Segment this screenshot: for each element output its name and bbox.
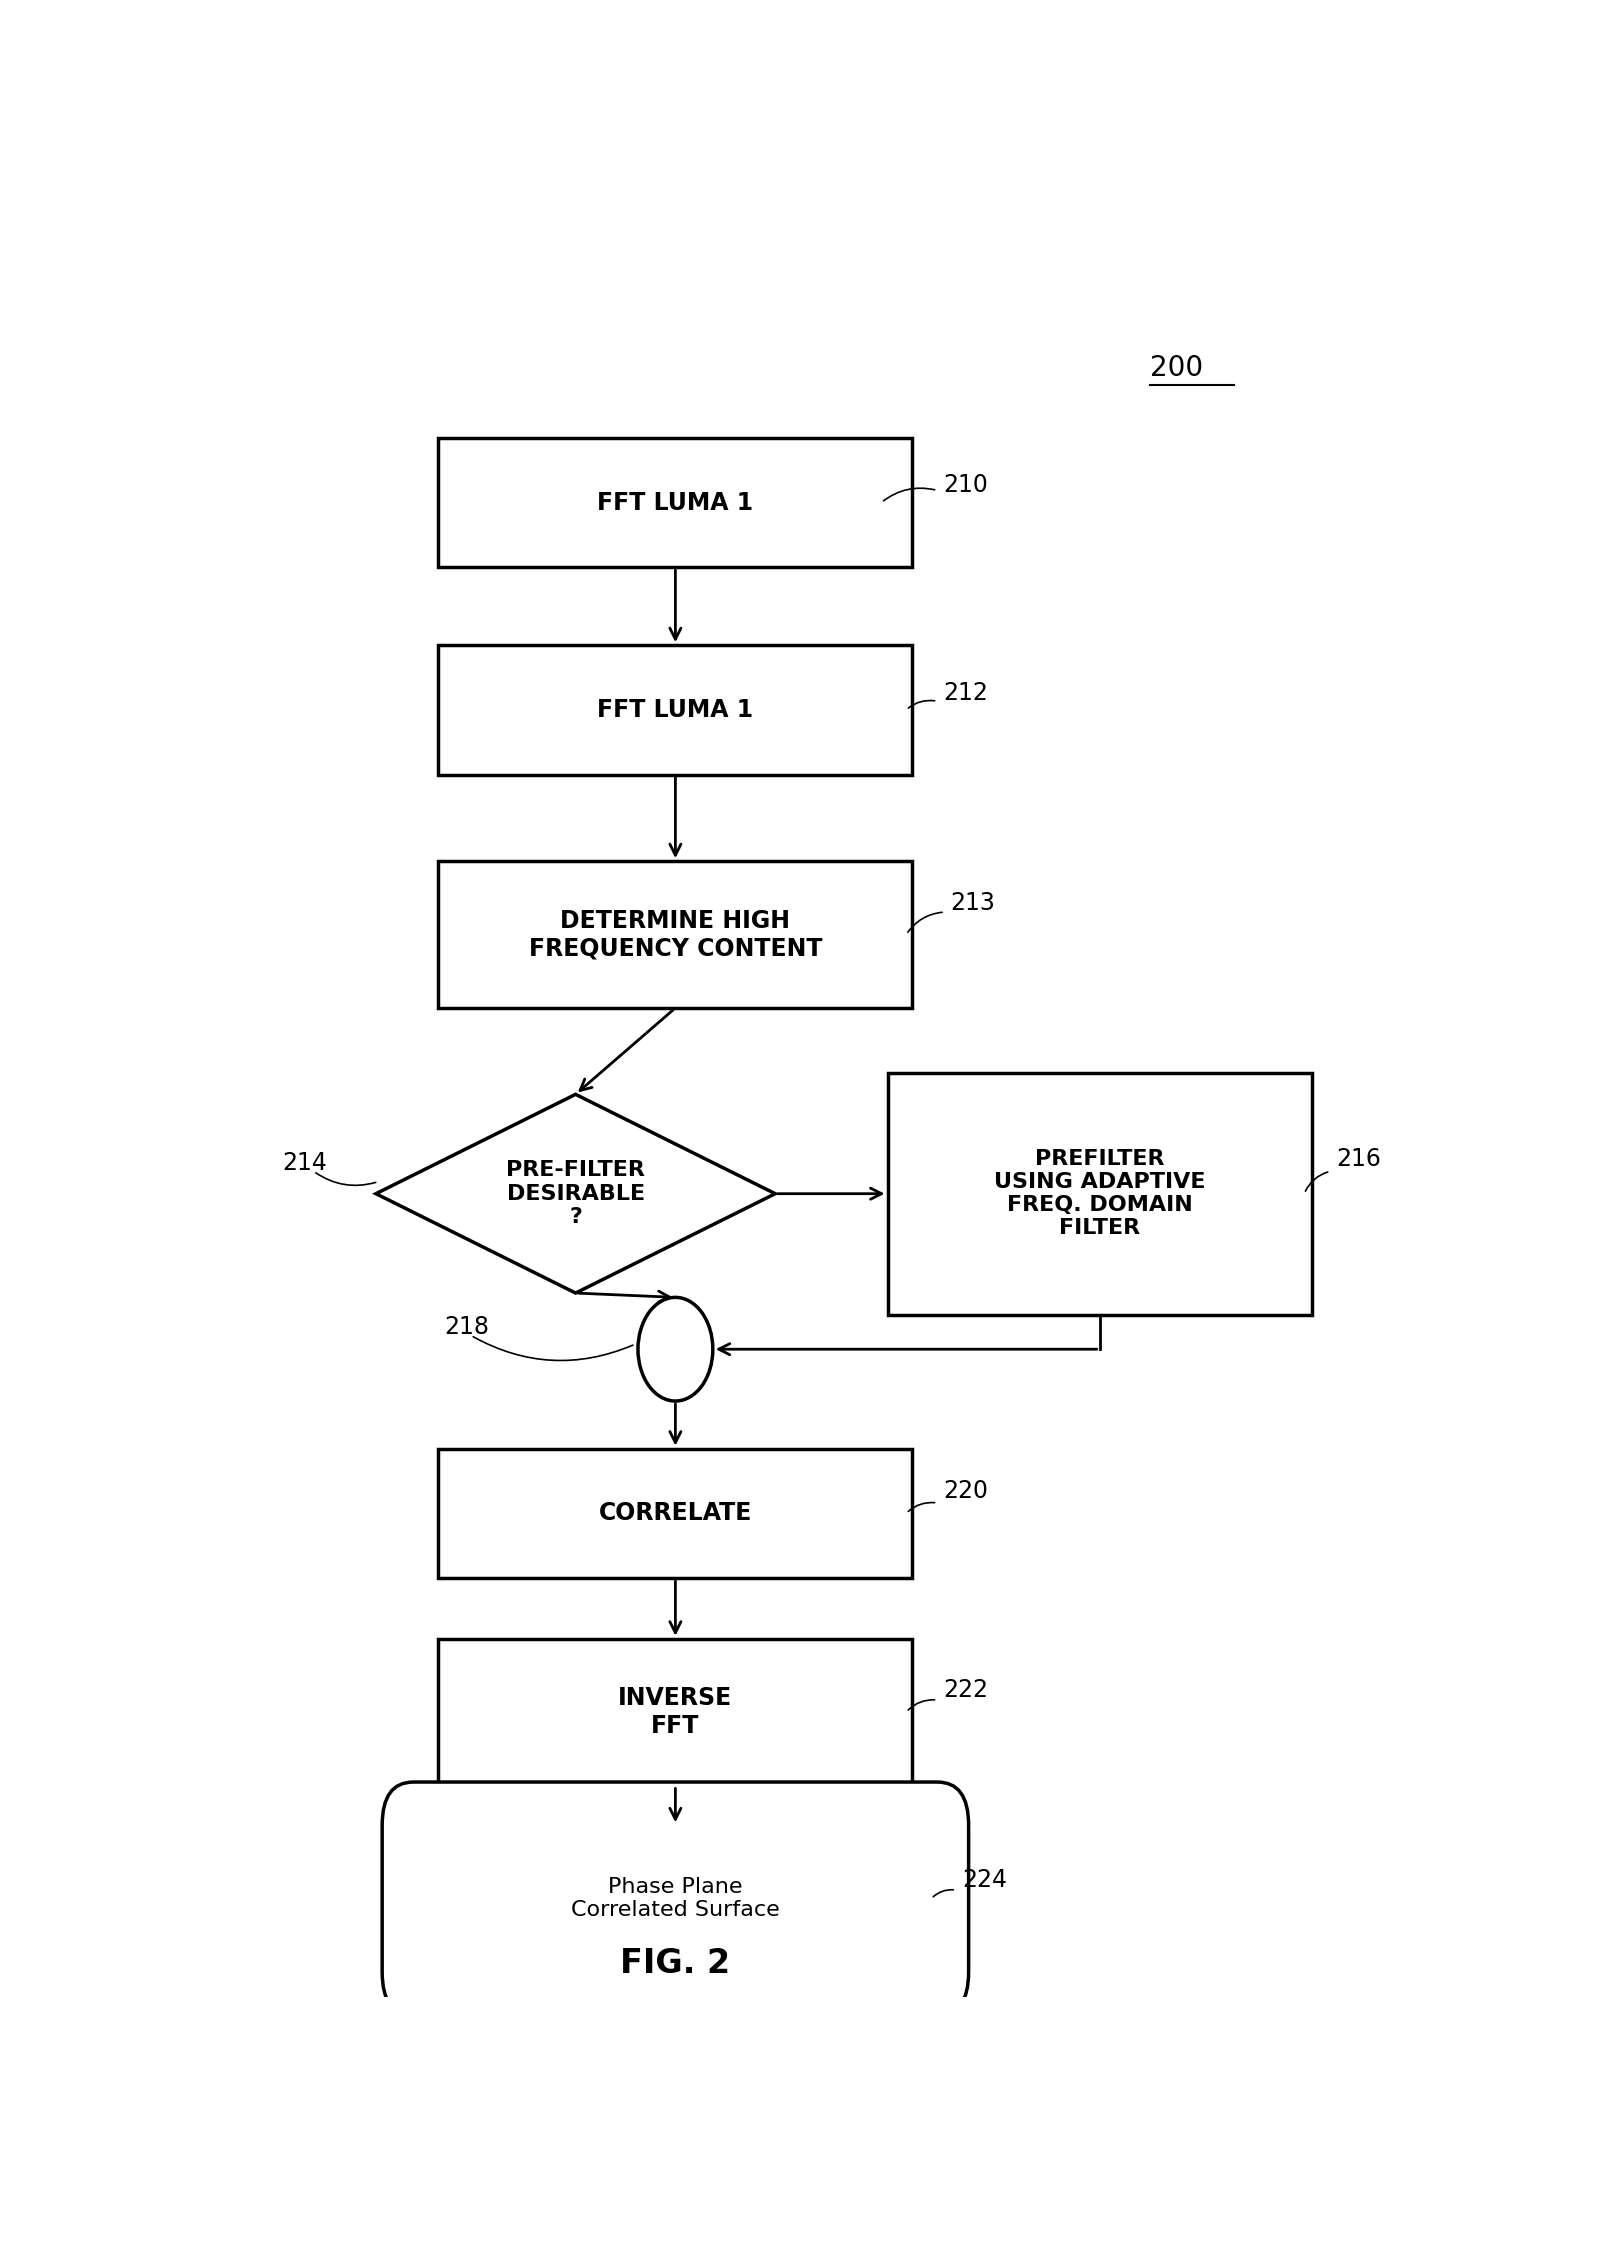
- FancyBboxPatch shape: [438, 1450, 913, 1578]
- Text: FIG. 2: FIG. 2: [620, 1948, 731, 1979]
- FancyBboxPatch shape: [438, 862, 913, 1008]
- Text: INVERSE
FFT: INVERSE FFT: [618, 1685, 733, 1737]
- Text: Phase Plane
Correlated Surface: Phase Plane Correlated Surface: [572, 1876, 779, 1921]
- FancyBboxPatch shape: [438, 644, 913, 774]
- Text: PRE-FILTER
DESIRABLE
?: PRE-FILTER DESIRABLE ?: [506, 1160, 646, 1227]
- FancyBboxPatch shape: [438, 438, 913, 568]
- Text: FFT LUMA 1: FFT LUMA 1: [597, 698, 753, 723]
- FancyBboxPatch shape: [438, 1638, 913, 1786]
- Circle shape: [638, 1297, 713, 1400]
- Polygon shape: [377, 1095, 774, 1293]
- Text: 216: 216: [1336, 1147, 1381, 1171]
- Text: FFT LUMA 1: FFT LUMA 1: [597, 491, 753, 514]
- Text: 213: 213: [950, 891, 995, 916]
- Text: 210: 210: [943, 473, 989, 498]
- Text: 200: 200: [1150, 355, 1203, 381]
- FancyBboxPatch shape: [382, 1782, 969, 2015]
- Text: CORRELATE: CORRELATE: [599, 1501, 752, 1526]
- Text: 214: 214: [282, 1151, 327, 1174]
- Text: 220: 220: [943, 1479, 989, 1503]
- Text: 212: 212: [943, 680, 989, 705]
- Text: 224: 224: [963, 1867, 1008, 1892]
- FancyBboxPatch shape: [887, 1073, 1312, 1315]
- Text: DETERMINE HIGH
FREQUENCY CONTENT: DETERMINE HIGH FREQUENCY CONTENT: [528, 909, 823, 960]
- Text: 222: 222: [943, 1679, 989, 1701]
- Text: 218: 218: [444, 1315, 489, 1340]
- Text: PREFILTER
USING ADAPTIVE
FREQ. DOMAIN
FILTER: PREFILTER USING ADAPTIVE FREQ. DOMAIN FI…: [993, 1149, 1206, 1239]
